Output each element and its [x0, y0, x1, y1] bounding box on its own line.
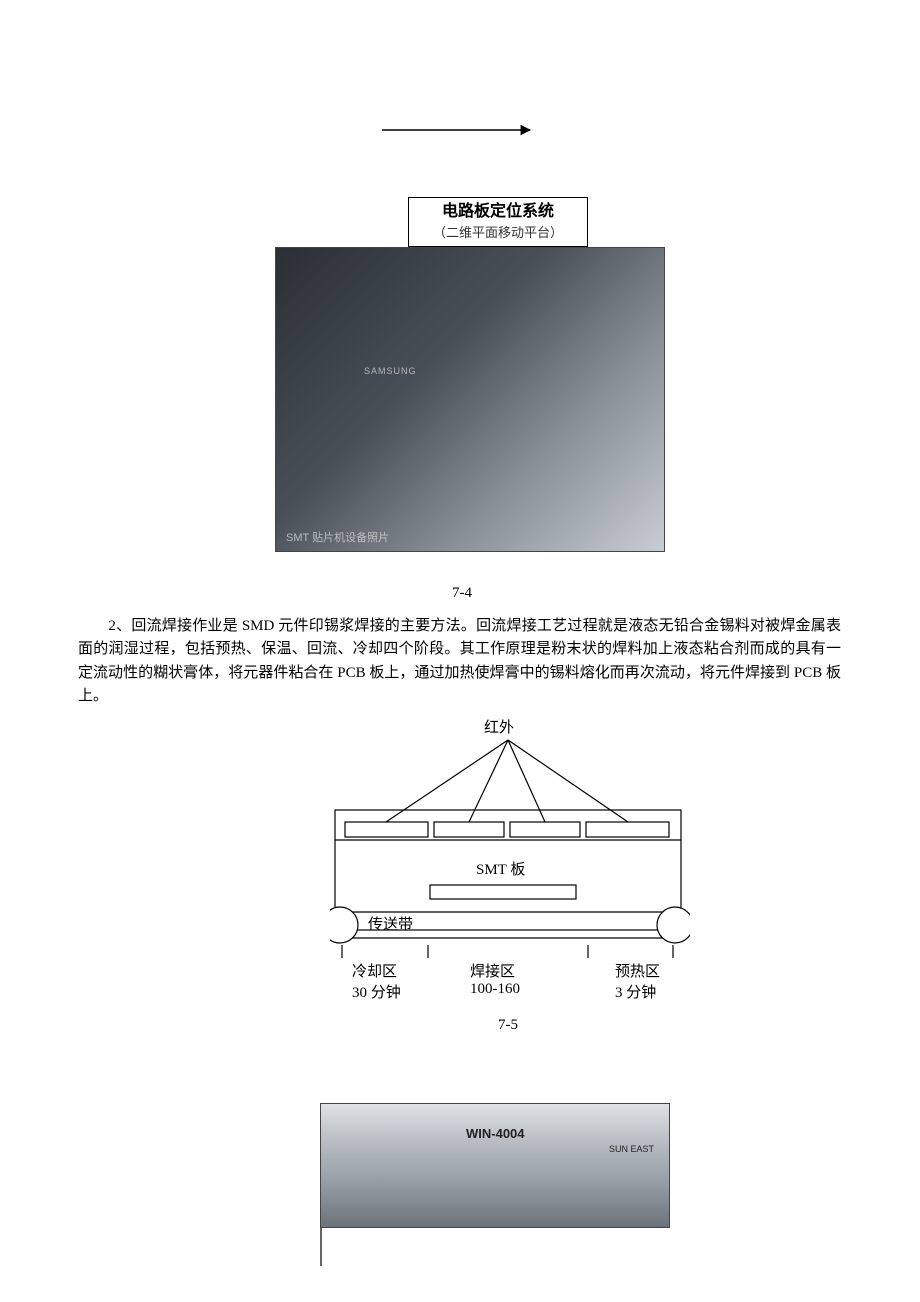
zone-label-solder: 焊接区 100-160	[470, 960, 520, 998]
zone-label-preheat: 预热区 3 分钟	[615, 960, 660, 1002]
diagram-center-label: SMT 板	[476, 860, 525, 878]
photo1-brand: SAMSUNG	[364, 366, 417, 376]
photo2-brand: SUN EAST	[609, 1144, 654, 1154]
diagram-belt-label: 传送带	[368, 916, 413, 933]
paragraph-reflow: 2、回流焊接作业是 SMD 元件印锡浆焊接的主要方法。回流焊接工艺过程就是液态无…	[78, 615, 841, 708]
zone-solder-name: 焊接区	[470, 960, 520, 981]
photo2-model: WIN-4004	[466, 1126, 525, 1141]
box-title: 电路板定位系统	[409, 202, 587, 223]
box-subtitle: （二维平面移动平台）	[409, 223, 587, 243]
zone-cool-sub: 30 分钟	[352, 981, 401, 1002]
zone-cool-name: 冷却区	[352, 960, 401, 981]
zone-preheat-sub: 3 分钟	[615, 981, 660, 1002]
document-page: 电路板定位系统 （二维平面移动平台） SMT 贴片机设备照片 SAMSUNG 7…	[0, 0, 920, 1302]
photo1-alt: SMT 贴片机设备照片	[286, 529, 389, 545]
reflow-diagram: SMT 板 传送带	[330, 730, 690, 965]
vline-under-photo2	[320, 1228, 324, 1268]
photo-smt-machine: SMT 贴片机设备照片 SAMSUNG	[275, 247, 665, 552]
zone-label-cool: 冷却区 30 分钟	[352, 960, 401, 1002]
arrow-right	[380, 120, 540, 140]
photo-reflow-oven: WIN-4004 SUN EAST	[320, 1103, 670, 1228]
zone-solder-sub: 100-160	[470, 981, 520, 998]
figure-caption-7-5: 7-5	[493, 1017, 523, 1034]
figure-caption-7-4: 7-4	[447, 585, 477, 602]
zone-preheat-name: 预热区	[615, 960, 660, 981]
positioning-system-box: 电路板定位系统 （二维平面移动平台）	[408, 197, 588, 247]
